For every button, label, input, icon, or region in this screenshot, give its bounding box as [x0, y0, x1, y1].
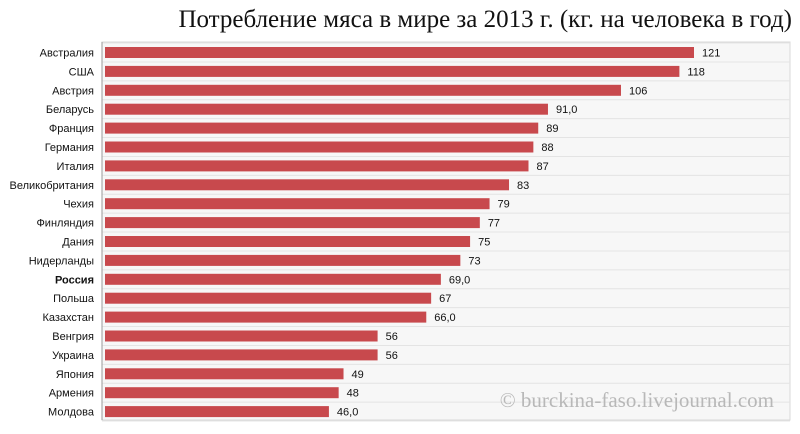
category-label: Украина: [52, 350, 95, 362]
category-label: Беларусь: [46, 104, 94, 116]
bar: [105, 65, 680, 77]
chart-title: Потребление мяса в мире за 2013 г. (кг. …: [178, 6, 792, 33]
bar: [105, 387, 339, 399]
category-label: Казахстан: [42, 312, 94, 324]
category-label: Чехия: [63, 199, 94, 211]
category-label: Польша: [53, 293, 95, 305]
value-label: 88: [541, 142, 553, 154]
category-label: Австрия: [52, 85, 94, 97]
value-label: 46,0: [337, 407, 358, 419]
category-label: Армения: [49, 388, 94, 400]
category-label: США: [69, 66, 95, 78]
value-label: 66,0: [434, 312, 455, 324]
bar: [105, 406, 329, 418]
value-label: 106: [629, 85, 647, 97]
value-label: 67: [439, 293, 451, 305]
value-label: 75: [478, 237, 490, 249]
category-label: Великобритания: [10, 180, 95, 192]
value-label: 73: [468, 255, 480, 267]
category-label: Италия: [57, 161, 95, 173]
bar: [105, 217, 480, 229]
category-label: Франция: [49, 123, 94, 135]
category-label: Япония: [56, 369, 94, 381]
bar: [105, 122, 539, 134]
bar: [105, 311, 427, 323]
value-label: 79: [498, 199, 510, 211]
bar: [105, 179, 510, 191]
value-label: 89: [546, 123, 558, 135]
value-label: 69,0: [449, 274, 470, 286]
bar: [105, 160, 529, 172]
bar: [105, 368, 344, 380]
value-label: 87: [536, 161, 548, 173]
value-label: 118: [687, 66, 705, 78]
bar: [105, 292, 432, 304]
bar: [105, 273, 441, 285]
value-label: 48: [347, 388, 359, 400]
category-label: Молдова: [48, 407, 95, 419]
value-label: 56: [386, 350, 398, 362]
value-label: 77: [488, 218, 500, 230]
value-label: 56: [386, 331, 398, 343]
category-label: Германия: [45, 142, 94, 154]
category-label: Нидерланды: [29, 255, 94, 267]
value-label: 49: [352, 369, 364, 381]
bar: [105, 254, 461, 266]
bar: [105, 330, 378, 342]
value-label: 121: [702, 48, 720, 60]
plot-area: [101, 41, 791, 421]
bar: [105, 141, 534, 153]
category-label: Венгрия: [52, 331, 94, 343]
watermark-text: © burckina-faso.livejournal.com: [499, 388, 774, 412]
bar: [105, 349, 378, 361]
value-label: 91,0: [556, 104, 577, 116]
bar: [105, 236, 471, 247]
category-label: Австралия: [40, 48, 94, 60]
bar: [105, 103, 548, 115]
bar: [105, 84, 621, 96]
value-label: 83: [517, 180, 529, 192]
category-label: Россия: [55, 274, 94, 286]
bar: [105, 47, 694, 58]
bar: [105, 198, 490, 210]
category-label: Дания: [62, 237, 94, 249]
category-label: Финляндия: [36, 218, 94, 230]
